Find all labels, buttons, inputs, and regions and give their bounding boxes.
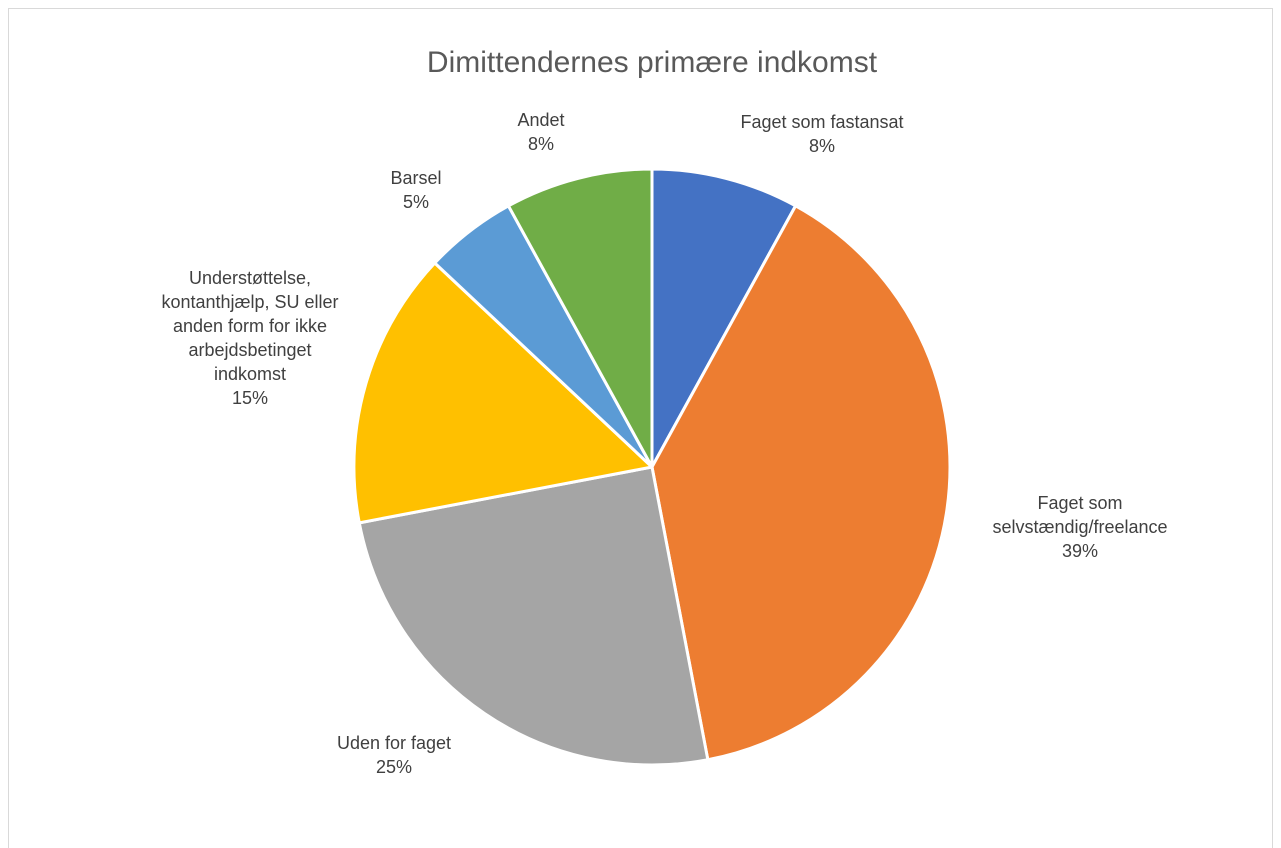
slice-name-line: anden form for ikke bbox=[173, 316, 327, 336]
slice-percent: 39% bbox=[1062, 541, 1098, 561]
slice-label-2: Faget som selvstændig/freelance 39% bbox=[992, 493, 1167, 561]
pie-slice-2 bbox=[650, 204, 952, 762]
slice-percent: 8% bbox=[809, 136, 835, 156]
slice-percent: 25% bbox=[376, 757, 412, 777]
slice-percent: 5% bbox=[403, 192, 429, 212]
slice-label-6: Andet 8% bbox=[517, 110, 564, 154]
pie-slices bbox=[352, 167, 952, 767]
pie-slice-3 bbox=[357, 465, 710, 767]
slice-name-line: Faget som fastansat bbox=[740, 112, 903, 132]
slice-percent: 8% bbox=[528, 134, 554, 154]
slice-label-3: Uden for faget 25% bbox=[337, 733, 451, 777]
pie-slice-1 bbox=[650, 167, 798, 469]
slice-name-line: selvstændig/freelance bbox=[992, 517, 1167, 537]
slice-name-line: Barsel bbox=[390, 168, 441, 188]
slice-name-line: Understøttelse, bbox=[189, 268, 311, 288]
slice-percent: 15% bbox=[232, 388, 268, 408]
slice-name-line: Andet bbox=[517, 110, 564, 130]
pie-slice-6 bbox=[506, 167, 654, 469]
slice-name-line: kontanthjælp, SU eller bbox=[161, 292, 338, 312]
pie-labels: Faget som fastansat 8% Faget som selvstændi… bbox=[161, 110, 1167, 777]
slice-label-4: Understøttelse, kontanthjælp, SU eller and… bbox=[161, 268, 338, 408]
slice-name-line: arbejdsbetinget bbox=[188, 340, 311, 360]
slice-name-line: indkomst bbox=[214, 364, 286, 384]
chart-title: Dimittendernes primære indkomst bbox=[427, 46, 878, 79]
pie-slice-4 bbox=[352, 261, 654, 525]
slice-name-line: Faget som bbox=[1037, 493, 1122, 513]
slice-label-1: Faget som fastansat 8% bbox=[740, 112, 903, 156]
slice-name-line: Uden for faget bbox=[337, 733, 451, 753]
slice-label-5: Barsel 5% bbox=[390, 168, 441, 212]
